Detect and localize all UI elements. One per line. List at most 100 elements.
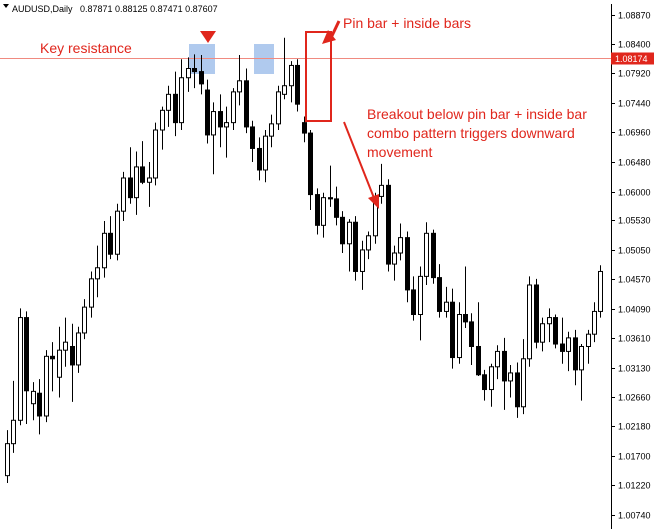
candle — [250, 120, 255, 162]
candle — [334, 186, 339, 226]
candle-body — [598, 270, 603, 312]
candle-body — [147, 177, 152, 183]
candle — [95, 245, 100, 298]
candle — [82, 299, 87, 340]
candle-body — [134, 166, 139, 199]
breakout-label-line-3: movement — [367, 144, 432, 160]
candle-body — [476, 345, 481, 376]
candle-body — [379, 184, 384, 197]
header-dropdown-icon[interactable] — [3, 4, 9, 8]
candle-body — [547, 317, 552, 325]
candle — [257, 137, 262, 181]
candle-body — [140, 166, 145, 183]
candle — [186, 57, 191, 92]
candle-body — [5, 443, 10, 477]
candle — [76, 326, 81, 373]
candle — [89, 271, 94, 318]
price-tick-label: 1.00740 — [618, 511, 651, 521]
candle — [579, 344, 584, 401]
candle-body — [302, 122, 307, 134]
candle — [340, 211, 345, 254]
candle-body — [437, 277, 442, 312]
price-tick-label: 1.05050 — [618, 246, 651, 256]
candle — [199, 54, 204, 95]
price-tick-label: 1.02660 — [618, 393, 651, 403]
candle — [108, 216, 113, 260]
candle-body — [560, 343, 565, 352]
candle-body — [340, 216, 345, 245]
candle — [469, 313, 474, 365]
candle — [282, 37, 287, 100]
candle-body — [199, 71, 204, 85]
candle-body — [444, 301, 449, 312]
candle — [295, 59, 300, 112]
candle-body — [573, 337, 578, 371]
candle-body — [347, 221, 352, 245]
candle — [431, 229, 436, 284]
candle-body — [70, 345, 75, 366]
candle — [540, 317, 545, 352]
candle-body — [205, 89, 210, 136]
candle — [411, 276, 416, 321]
candle — [115, 203, 120, 261]
candle-body — [360, 249, 365, 272]
candle — [598, 265, 603, 318]
price-tick-label: 1.06480 — [618, 158, 651, 168]
breakout-arrow-shaft — [343, 121, 375, 199]
candle — [11, 380, 16, 453]
candle-body — [405, 237, 410, 291]
candle — [527, 276, 532, 367]
candle-body — [269, 123, 274, 137]
candle-body — [579, 345, 584, 371]
candle — [553, 314, 558, 349]
candle — [386, 179, 391, 272]
price-tick-label: 1.07440 — [618, 99, 651, 109]
candle-body — [57, 349, 62, 378]
candle-body — [534, 284, 539, 343]
candle-body — [18, 317, 23, 421]
candle-body — [108, 232, 113, 255]
price-tick-label: 1.02180 — [618, 422, 651, 432]
candle — [173, 71, 178, 137]
candle-body — [502, 350, 507, 382]
candle-body — [334, 198, 339, 218]
candle-body — [244, 80, 249, 128]
candle — [482, 369, 487, 401]
candle-body — [192, 68, 197, 73]
candle-body — [463, 314, 468, 323]
candle-body — [257, 147, 262, 171]
candle-body — [508, 372, 513, 382]
candle-body — [173, 93, 178, 124]
candle — [508, 364, 513, 398]
price-tick-label: 1.06960 — [618, 128, 651, 138]
breakout-label-line-1: Breakout below pin bar + inside bar — [367, 106, 587, 122]
candle — [263, 130, 268, 183]
candle-body — [424, 232, 429, 277]
candle — [547, 308, 552, 343]
candle-body — [328, 197, 333, 200]
candle — [50, 342, 55, 392]
candle — [44, 350, 49, 423]
candle-body — [527, 284, 532, 360]
candle-body — [82, 306, 87, 334]
candle-body — [392, 252, 397, 265]
candle — [521, 339, 526, 415]
candle — [321, 192, 326, 238]
candle-body — [457, 314, 462, 359]
candle-body — [121, 177, 126, 212]
candle — [102, 221, 107, 278]
candle-body — [482, 374, 487, 391]
pin-bar-arrowhead-icon — [322, 30, 336, 44]
candle — [244, 68, 249, 134]
candle — [566, 331, 571, 372]
candle — [560, 317, 565, 364]
ohlc-readout: 0.87871 0.88125 0.87471 0.87607 — [80, 4, 218, 14]
candle-body — [179, 77, 184, 124]
candle-body — [495, 350, 500, 368]
candle — [134, 151, 139, 215]
candle-body — [166, 93, 171, 111]
price-tick-label: 1.03610 — [618, 334, 651, 344]
candle — [302, 116, 307, 143]
candle-body — [44, 355, 49, 417]
